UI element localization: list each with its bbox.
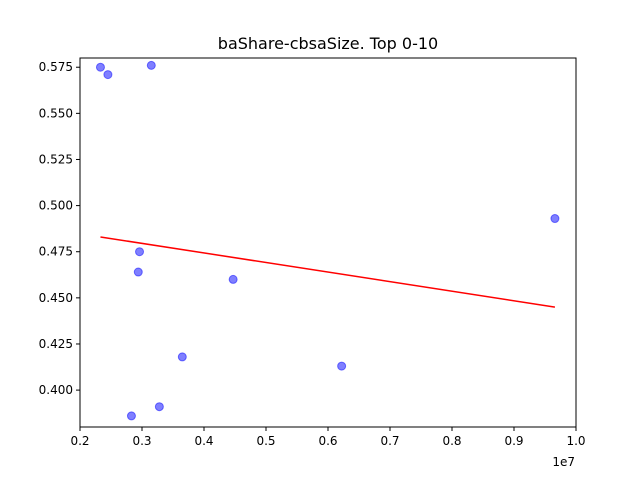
x-tick-label-6: 0.8 [442,434,461,448]
data-point-2 [146,60,156,70]
data-point-4 [133,267,143,277]
y-tick-label-3: 0.475 [39,245,73,259]
x-tick-label-1: 0.3 [132,434,151,448]
y-tick-label-1: 0.425 [39,337,73,351]
chart-title: baShare-cbsaSize. Top 0-10 [218,34,438,53]
data-point-0 [95,62,105,72]
data-point-7 [337,361,347,371]
y-tick-label-6: 0.550 [39,106,73,120]
trend-line [100,236,556,308]
x-tick-label-7: 0.9 [504,434,523,448]
y-tick-label-0: 0.400 [39,383,73,397]
data-point-3 [135,247,145,257]
data-point-6 [177,352,187,362]
y-tick-label-5: 0.525 [39,152,73,166]
x-tick-label-0: 0.2 [70,434,89,448]
y-tick-label-7: 0.575 [39,60,73,74]
data-point-5 [228,274,238,284]
x-tick-label-2: 0.4 [194,434,213,448]
x-tick-label-5: 0.7 [380,434,399,448]
data-point-9 [126,411,136,421]
x-tick-label-4: 0.6 [318,434,337,448]
data-point-10 [550,214,560,224]
y-tick-label-4: 0.500 [39,199,73,213]
data-point-1 [103,70,113,80]
x-axis-offset-label: 1e7 [552,455,575,469]
data-point-8 [154,402,164,412]
x-tick-label-8: 1.0 [566,434,585,448]
y-tick-label-2: 0.450 [39,291,73,305]
plot-area: 0.2 0.3 0.4 0.5 0.6 0.7 0.8 0.9 1.0 0.400 0.425 0.4… [39,57,586,448]
x-tick-label-3: 0.5 [256,434,275,448]
